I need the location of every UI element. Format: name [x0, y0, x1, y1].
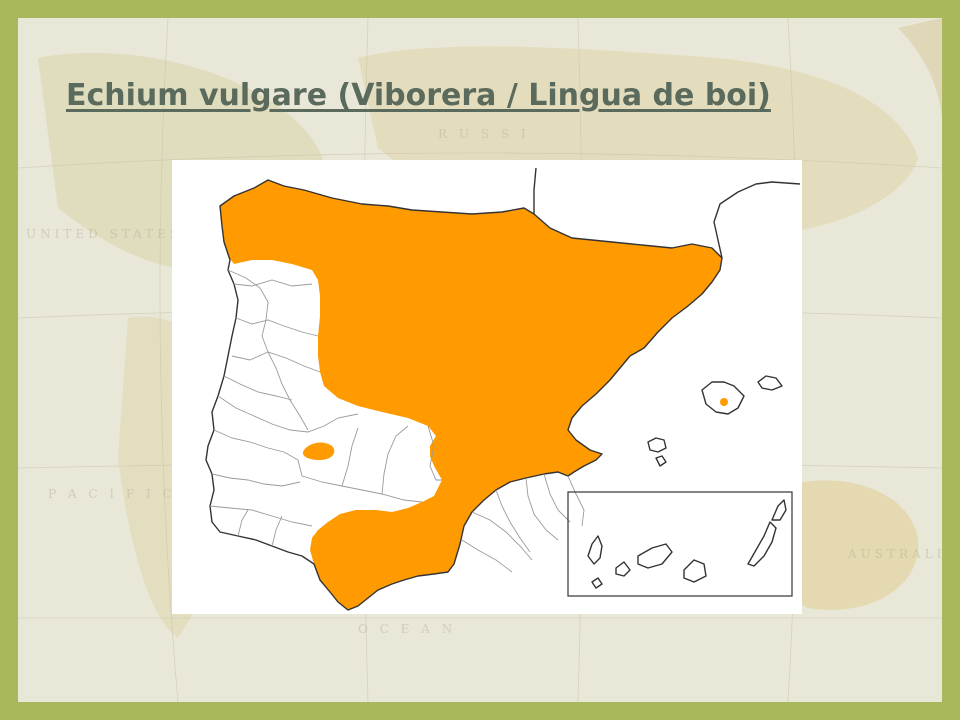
formentera-island [655, 455, 667, 467]
france-mediterranean-coast [713, 181, 801, 259]
ibiza-island [647, 437, 667, 453]
svg-text:O C E A N: O C E A N [358, 622, 456, 636]
mallorca-island [701, 381, 745, 415]
svg-text:P A C I F I C: P A C I F I C [48, 487, 176, 501]
slide-title: Echium vulgare (Viborera / Lingua de boi… [66, 78, 771, 113]
france-coastline [533, 167, 537, 214]
canary-inset-box [567, 491, 793, 597]
range-area-central-patch [302, 442, 335, 460]
svg-text:AUSTRALIA: AUSTRALIA [847, 547, 942, 561]
distribution-map [172, 160, 802, 614]
menorca-island [757, 375, 783, 391]
range-area-mallorca [720, 398, 728, 406]
svg-text:UNITED STATES: UNITED STATES [26, 227, 182, 241]
range-area-north-east [220, 180, 722, 610]
svg-text:R U S S I: R U S S I [438, 127, 530, 141]
iberia-map-icon [205, 167, 801, 611]
canary-islands [587, 499, 787, 589]
province-borders [209, 269, 585, 573]
